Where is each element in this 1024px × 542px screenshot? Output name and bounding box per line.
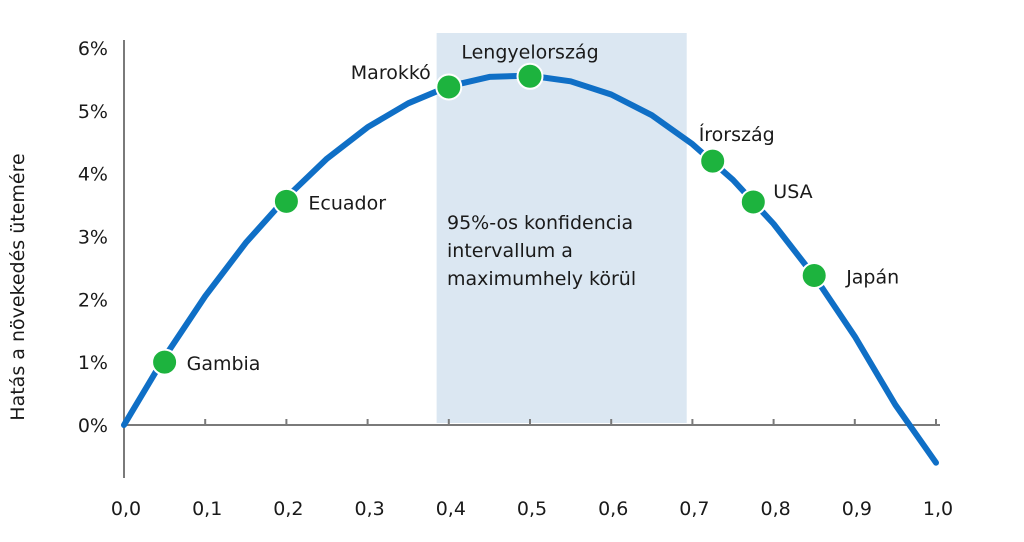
confidence-band (436, 33, 687, 423)
x-tick-label: 0,0 (111, 498, 141, 520)
band-text-line-2: intervallum a (447, 240, 573, 262)
point-label: Japán (845, 266, 899, 288)
data-point (699, 147, 727, 175)
y-tick-label: 5% (78, 101, 108, 123)
y-tick-label: 3% (78, 227, 108, 249)
data-point (272, 187, 300, 215)
y-tick-label: 1% (78, 352, 108, 374)
x-ticks: 0,0 0,1 0,2 0,3 0,4 0,5 0,6 0,7 0,8 0,9 1,0 (111, 419, 953, 520)
y-tick-label: 6% (78, 38, 108, 60)
data-point (435, 73, 463, 101)
x-tick-label: 0,7 (679, 498, 709, 520)
band-text-line-1: 95%-os konfidencia (447, 212, 633, 234)
y-ticks: 0% 1% 2% 3% 4% 5% 6% (78, 38, 108, 437)
x-tick-label: 0,4 (436, 498, 466, 520)
x-tick-label: 0,3 (354, 498, 384, 520)
point-label: Írország (699, 123, 775, 146)
data-points: Gambia Ecuador Marokkó Lengyelország Írorszá… (151, 41, 899, 376)
data-point (516, 62, 544, 90)
data-point (151, 348, 179, 376)
x-tick-label: 0,8 (760, 498, 790, 520)
y-axis-label: Hatás a növekedés ütemére (7, 153, 29, 420)
x-tick-label: 0,9 (842, 498, 872, 520)
data-point (739, 188, 767, 216)
point-label: Lengyelország (461, 41, 598, 63)
data-point (800, 261, 828, 289)
band-text-line-3: maximumhely körül (447, 268, 636, 290)
y-tick-label: 4% (78, 164, 108, 186)
x-tick-label: 0,6 (598, 498, 628, 520)
x-tick-label: 0,5 (517, 498, 547, 520)
band-text-group: 95%-os konfidencia intervallum a maximum… (447, 212, 636, 290)
point-label: USA (773, 181, 812, 203)
point-label: Ecuador (308, 192, 386, 214)
y-tick-label: 2% (78, 289, 108, 311)
point-label: Gambia (187, 353, 261, 375)
x-tick-label: 1,0 (923, 498, 953, 520)
point-label: Marokkó (351, 62, 431, 84)
x-tick-label: 0,2 (273, 498, 303, 520)
y-tick-label: 0% (78, 415, 108, 437)
x-tick-label: 0,1 (192, 498, 222, 520)
